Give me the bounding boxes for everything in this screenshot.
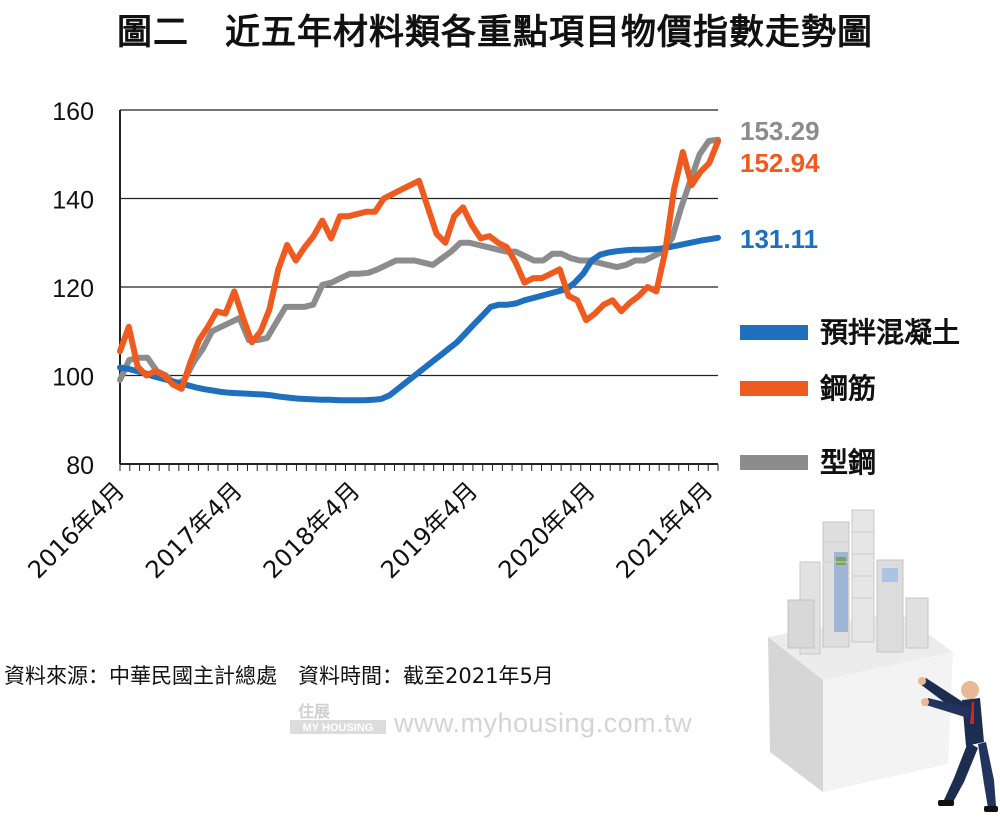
y-tick-label: 80 — [66, 452, 94, 480]
series-line-3 — [117, 136, 721, 388]
end-value-label: 131.11 — [740, 224, 818, 254]
chart-title: 圖二 近五年材料類各重點項目物價指數走勢圖 — [116, 13, 873, 53]
end-value-label: 153.29 — [740, 116, 820, 146]
x-tick-label: 2016年4月 — [23, 476, 131, 584]
x-tick-label: 2020年4月 — [493, 476, 601, 584]
businessman-pushing-building-block-illustration — [768, 509, 998, 812]
y-tick-label: 100 — [52, 364, 94, 392]
x-tick-label: 2021年4月 — [611, 476, 719, 584]
y-tick-label: 160 — [52, 98, 94, 126]
x-tick-label: 2018年4月 — [258, 476, 366, 584]
x-tick-label: 2019年4月 — [375, 476, 483, 584]
legend-swatch — [740, 455, 808, 470]
legend-swatch — [740, 381, 808, 396]
legend-label: 預拌混凝土 — [820, 316, 960, 349]
x-tick-label: 2017年4月 — [140, 476, 248, 584]
legend-label: 鋼筋 — [820, 372, 876, 405]
y-tick-label: 120 — [52, 275, 94, 303]
end-value-label: 152.94 — [740, 148, 820, 178]
legend-swatch — [740, 325, 808, 340]
myhousing-logo: MY HOUSING 住展 — [290, 702, 386, 734]
series-line-2 — [117, 138, 721, 392]
logo-text: MY HOUSING — [303, 722, 374, 734]
series-line-1 — [117, 234, 721, 404]
chart-area: 80 100 120 140 160 2016年4月 2017年4月 2018年4月 2019年… — [23, 98, 961, 584]
businessman-figure — [918, 677, 998, 812]
y-tick-label: 140 — [52, 187, 94, 215]
svg-text:住展: 住展 — [298, 702, 331, 721]
watermark-url: www.myhousing.com.tw — [394, 708, 693, 738]
source-note: 資料來源：中華民國主計總處 資料時間：截至2021年5月 — [4, 664, 554, 688]
legend-label: 型鋼 — [820, 446, 876, 479]
